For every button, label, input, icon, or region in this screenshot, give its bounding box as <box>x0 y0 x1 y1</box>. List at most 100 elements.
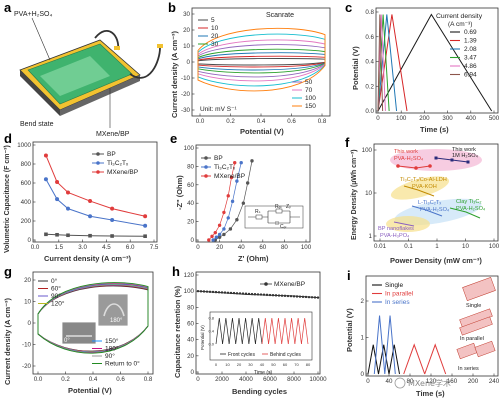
x-tick-label: 40 <box>238 244 245 251</box>
plot-frame-h <box>195 271 321 375</box>
inset-cycle <box>274 317 283 345</box>
data-point <box>44 232 48 237</box>
legend-marker <box>96 161 100 165</box>
legend-marker <box>204 156 208 160</box>
legend-marker <box>204 174 208 178</box>
legend-label: 60° <box>51 285 61 293</box>
data-point <box>217 291 221 294</box>
resistor-rct <box>275 208 283 214</box>
y-tick-label: 40 <box>187 200 194 207</box>
panel-letter-a: a <box>4 0 12 15</box>
inset-x-tick-label: 0 <box>215 362 218 367</box>
x-tick-label: 400 <box>466 115 477 122</box>
point-this-work-1a <box>396 164 400 168</box>
legend-top: 0°60°90°120° <box>38 277 65 308</box>
inset-bent-sample <box>103 303 125 317</box>
line-lti <box>411 205 443 217</box>
label-ldh: Ti₃C₂Tₓ/Co-Al-LDH <box>400 177 447 183</box>
y-ticks: 30 20 10 0 -10 -20 -30 <box>181 11 195 114</box>
plot-frame-d <box>32 141 158 243</box>
legend-label: 150 <box>305 103 316 110</box>
inset-x-label: Time (s) <box>254 370 272 376</box>
panel-h: h MXene/BP 0 10 20 30 40 50 60 70 80 0.8 0.4 0.0 P… <box>172 264 327 396</box>
data-point <box>265 293 269 297</box>
legend-unit: (A cm⁻³) <box>448 21 472 28</box>
y-tick-label: 120 <box>184 272 195 279</box>
panel-c: c Current density (A cm⁻³) 0.69 1.392.08 3… <box>345 0 500 134</box>
x-tick-label: 0.6 <box>116 376 125 383</box>
circuit-label-zw: Zᵥ <box>286 204 291 210</box>
gcd-curve-2 <box>373 315 396 375</box>
legend-label: MXene/BP <box>274 281 305 288</box>
data-point <box>230 199 235 204</box>
legend-label: 20 <box>211 33 219 40</box>
circuit-label-cdl: Cₑₗ <box>280 224 286 230</box>
inset-cycle <box>248 317 256 345</box>
x-tick-label: 300 <box>442 115 453 122</box>
data-point <box>208 290 212 294</box>
data-point <box>274 294 278 297</box>
x-tick-label: 0.8 <box>318 118 327 125</box>
label-bp-b: PVA-H₃PO₄ <box>380 233 410 239</box>
y-tick-label: 20 <box>187 219 194 226</box>
cv-bend-curve <box>37 282 149 354</box>
x-tick-label: 100 <box>301 244 312 251</box>
x-tick-label: 100 <box>489 243 500 250</box>
region-ldh <box>390 176 450 200</box>
data-point <box>226 194 230 198</box>
resistor-rs <box>255 214 263 220</box>
data-point <box>259 293 263 296</box>
y-tick-label: 30 <box>183 11 190 18</box>
x-tick-label: 0.2 <box>226 118 235 125</box>
point-this-work-2c <box>466 160 470 164</box>
watermark: MXene学术 <box>394 377 451 389</box>
x-ticks: 0 2000 4000 6000 8000 10000 <box>196 371 327 383</box>
data-point <box>143 223 148 228</box>
label-lti: L-Ti₃C₂Tₓ <box>418 200 441 206</box>
inset-cycle <box>301 317 309 345</box>
x-ticks: 0 100 200 300 400 500 <box>376 110 500 122</box>
inset-x-tick-label: 20 <box>237 362 242 367</box>
x-tick-label: 10000 <box>309 376 327 383</box>
panel-letter-h: h <box>172 264 180 279</box>
y-tick-label: 0 <box>187 59 191 66</box>
x-tick-label: 4.5 <box>102 244 111 251</box>
x-tick-label: 0 <box>196 244 200 251</box>
y-ticks: 0 1 2 <box>361 298 369 378</box>
data-point <box>110 234 114 238</box>
data-point <box>235 179 239 183</box>
circuit-label-rct: Rₑₜ <box>275 204 282 210</box>
x-tick-label: 80 <box>281 244 288 251</box>
inset-cycle <box>228 317 237 345</box>
panel-e: e BP Ti₃C₂Tₓ MXene/BP Rₛ Rₑₜ Zᵥ Cₑₗ 0 20 40 6… <box>170 131 312 263</box>
x-ticks: 0.01 0.1 1 10 100 <box>374 238 500 250</box>
electrolyte-pointer <box>31 17 51 61</box>
y-tick-label: 1000 <box>17 142 31 149</box>
inset-cycle <box>222 317 230 345</box>
label-this-work-1b: PVA-H₂SO₄ <box>394 156 424 162</box>
gcd-curve-2.08 <box>377 14 398 112</box>
inset-y-tick-label: 0.8 <box>208 316 214 321</box>
y-tick-label: 20 <box>24 277 31 284</box>
data-point <box>217 235 222 239</box>
y-tick-label: 20 <box>183 27 190 34</box>
data-point <box>222 227 226 231</box>
inset-cycle <box>268 317 276 345</box>
legend-label: 6.94 <box>464 72 477 79</box>
inset-y-label: Potential (V) <box>200 325 205 350</box>
legend-label: In parallel <box>385 291 414 298</box>
contact-left <box>114 46 120 50</box>
data-point <box>271 294 275 297</box>
inset-cycle <box>294 317 302 345</box>
circuit-label-rs: Rₛ <box>255 209 261 215</box>
inset-cycle <box>261 317 269 345</box>
inset-y-ticks: 0.8 0.4 0.0 <box>208 316 214 347</box>
x-axis-label: Potential (V) <box>240 127 284 136</box>
x-tick-label: 100 <box>396 115 407 122</box>
x-tick-label: 0.4 <box>257 118 266 125</box>
y-tick-label: 20 <box>187 353 194 360</box>
x-tick-label: 4000 <box>239 376 253 383</box>
data-point <box>244 292 248 295</box>
legend-label: 2.08 <box>464 46 477 53</box>
data-point <box>233 161 237 165</box>
